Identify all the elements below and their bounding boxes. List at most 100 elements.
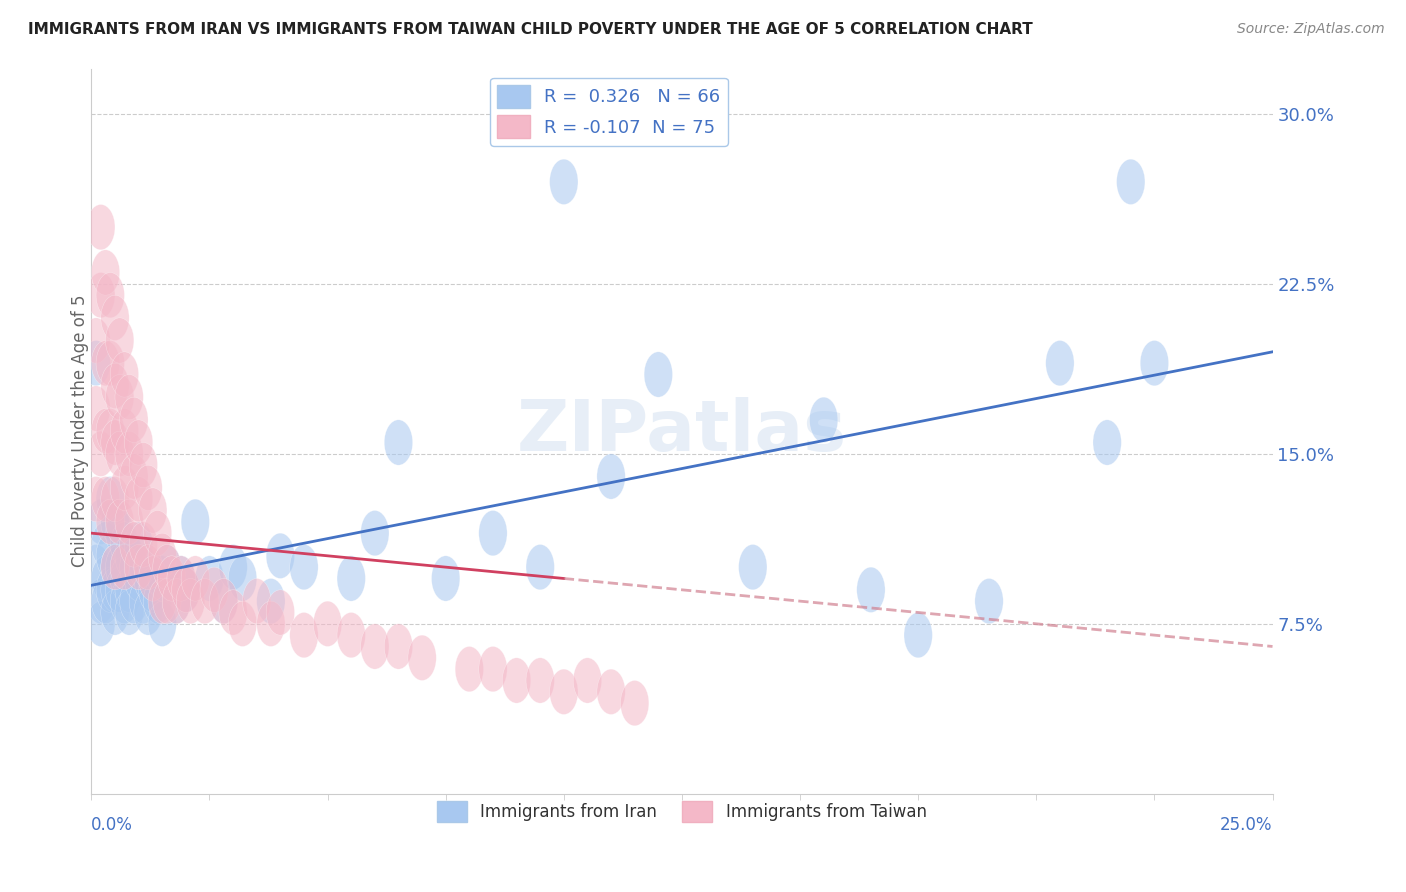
Ellipse shape [195, 556, 224, 601]
Ellipse shape [101, 363, 129, 409]
Text: ZIPatlas: ZIPatlas [517, 397, 846, 466]
Ellipse shape [408, 635, 436, 681]
Ellipse shape [266, 590, 294, 635]
Ellipse shape [105, 431, 134, 476]
Ellipse shape [115, 533, 143, 579]
Ellipse shape [228, 556, 257, 601]
Ellipse shape [337, 556, 366, 601]
Ellipse shape [115, 375, 143, 420]
Ellipse shape [101, 567, 129, 613]
Ellipse shape [1116, 159, 1144, 204]
Ellipse shape [96, 272, 124, 318]
Ellipse shape [209, 579, 238, 624]
Ellipse shape [120, 454, 148, 500]
Ellipse shape [432, 556, 460, 601]
Ellipse shape [105, 544, 134, 590]
Ellipse shape [384, 624, 412, 669]
Ellipse shape [361, 510, 389, 556]
Ellipse shape [620, 681, 648, 726]
Ellipse shape [91, 341, 120, 386]
Ellipse shape [139, 567, 167, 613]
Legend: Immigrants from Iran, Immigrants from Taiwan: Immigrants from Iran, Immigrants from Ta… [430, 794, 934, 829]
Ellipse shape [96, 409, 124, 454]
Ellipse shape [228, 601, 257, 647]
Ellipse shape [243, 579, 271, 624]
Ellipse shape [856, 567, 886, 613]
Ellipse shape [219, 544, 247, 590]
Ellipse shape [139, 556, 167, 601]
Ellipse shape [904, 613, 932, 657]
Ellipse shape [153, 544, 181, 590]
Ellipse shape [120, 522, 148, 567]
Ellipse shape [96, 533, 124, 579]
Ellipse shape [181, 556, 209, 601]
Ellipse shape [110, 579, 139, 624]
Ellipse shape [148, 533, 176, 579]
Ellipse shape [143, 510, 172, 556]
Ellipse shape [384, 420, 412, 465]
Ellipse shape [574, 657, 602, 703]
Ellipse shape [124, 420, 153, 465]
Ellipse shape [153, 579, 181, 624]
Ellipse shape [134, 465, 162, 510]
Ellipse shape [148, 601, 176, 647]
Ellipse shape [110, 409, 139, 454]
Ellipse shape [143, 579, 172, 624]
Ellipse shape [124, 544, 153, 590]
Ellipse shape [134, 590, 162, 635]
Ellipse shape [96, 341, 124, 386]
Ellipse shape [479, 510, 508, 556]
Ellipse shape [219, 590, 247, 635]
Ellipse shape [257, 601, 285, 647]
Ellipse shape [209, 579, 238, 624]
Ellipse shape [257, 579, 285, 624]
Ellipse shape [91, 579, 120, 624]
Y-axis label: Child Poverty Under the Age of 5: Child Poverty Under the Age of 5 [72, 295, 89, 567]
Ellipse shape [644, 351, 672, 397]
Ellipse shape [91, 556, 120, 601]
Ellipse shape [101, 544, 129, 590]
Ellipse shape [91, 476, 120, 522]
Ellipse shape [148, 579, 176, 624]
Ellipse shape [115, 567, 143, 613]
Ellipse shape [1140, 341, 1168, 386]
Ellipse shape [115, 431, 143, 476]
Ellipse shape [120, 544, 148, 590]
Ellipse shape [129, 442, 157, 488]
Ellipse shape [974, 579, 1004, 624]
Ellipse shape [124, 522, 153, 567]
Ellipse shape [1046, 341, 1074, 386]
Ellipse shape [110, 465, 139, 510]
Ellipse shape [738, 544, 768, 590]
Ellipse shape [110, 544, 139, 590]
Ellipse shape [134, 556, 162, 601]
Ellipse shape [115, 590, 143, 635]
Ellipse shape [526, 657, 554, 703]
Ellipse shape [200, 567, 228, 613]
Ellipse shape [148, 556, 176, 601]
Ellipse shape [167, 556, 195, 601]
Ellipse shape [91, 409, 120, 454]
Ellipse shape [810, 397, 838, 442]
Ellipse shape [290, 544, 318, 590]
Ellipse shape [598, 454, 626, 500]
Ellipse shape [82, 386, 110, 431]
Ellipse shape [502, 657, 530, 703]
Ellipse shape [101, 500, 129, 544]
Ellipse shape [82, 318, 110, 363]
Ellipse shape [162, 579, 191, 624]
Text: Source: ZipAtlas.com: Source: ZipAtlas.com [1237, 22, 1385, 37]
Ellipse shape [82, 341, 110, 386]
Ellipse shape [120, 579, 148, 624]
Ellipse shape [105, 500, 134, 544]
Ellipse shape [526, 544, 554, 590]
Ellipse shape [153, 544, 181, 590]
Ellipse shape [162, 579, 191, 624]
Ellipse shape [87, 272, 115, 318]
Ellipse shape [101, 295, 129, 341]
Ellipse shape [134, 544, 162, 590]
Ellipse shape [266, 533, 294, 579]
Ellipse shape [290, 613, 318, 657]
Ellipse shape [115, 500, 143, 544]
Ellipse shape [361, 624, 389, 669]
